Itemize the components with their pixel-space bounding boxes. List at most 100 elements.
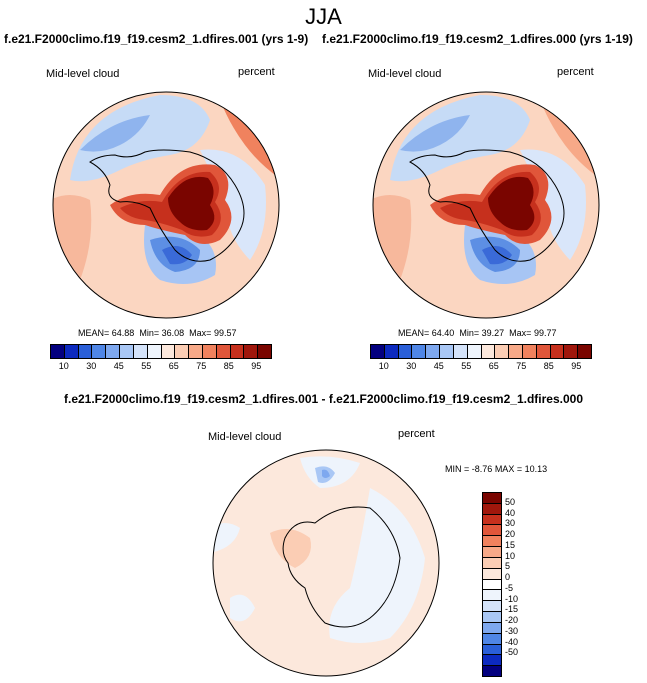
colorbar-tick-label: 10 [505,550,516,561]
colorbar-tick-label: 55 [141,361,152,371]
max-label-left: Max= [189,328,212,338]
colorbar-swatch [481,345,496,358]
colorbar-swatch [536,345,551,358]
mean-label-left: MEAN= [78,328,110,338]
difference-title: f.e21.F2000climo.f19_f19.cesm2_1.dfires.… [64,392,583,406]
colorbar-swatch [398,345,413,358]
colorbar-swatch [92,345,107,358]
colorbar-difference [482,492,502,677]
colorbar-tick-label: 0 [505,572,511,583]
units-label-right: percent [557,66,594,78]
colorbar-swatch [483,590,501,602]
colorbar-tick-label: 75 [516,361,527,371]
colorbar-swatch [483,601,501,613]
colorbar-tick-label: 40 [505,507,516,518]
colorbar-tick-label: 95 [571,361,582,371]
colorbar-tick-label: 5 [505,561,511,572]
colorbar-tick-label: 30 [86,361,97,371]
colorbar-tick-label: 50 [505,496,516,507]
colorbar-swatch [64,345,79,358]
colorbar-tick-label: 95 [251,361,262,371]
colorbar-swatch [384,345,399,358]
colorbar-swatch [467,345,482,358]
colorbar-tick-label: -10 [505,593,519,604]
colorbar-swatch [483,525,501,537]
stats-right: MEAN= 64.40 Min= 39.27 Max= 99.77 [398,328,556,338]
variable-label-right: Mid-level cloud [368,68,442,80]
min-value-diff: -8.76 [471,464,493,474]
colorbar-tick-label: 15 [505,539,516,550]
case-title-right: f.e21.F2000climo.f19_f19.cesm2_1.dfires.… [322,32,633,46]
polar-map-difference [212,449,440,677]
season-title: JJA [305,4,342,29]
min-label-right: Min= [459,328,480,338]
colorbar-swatch [483,568,501,580]
colorbar-swatch [244,345,259,358]
colorbar-swatch [509,345,523,358]
mean-value-right: 64.40 [431,328,455,338]
case-title-left: f.e21.F2000climo.f19_f19.cesm2_1.dfires.… [4,32,309,46]
colorbar-tick-label: 45 [113,361,124,371]
mean-label-right: MEAN= [398,328,430,338]
units-label-left: percent [238,66,275,78]
units-label-diff: percent [398,428,435,440]
colorbar-swatch [483,666,501,677]
colorbar-swatch [483,644,501,656]
polar-map-right [372,91,600,319]
colorbar-tick-label: 45 [433,361,444,371]
colorbar-swatch [483,493,501,504]
colorbar-tick-label: 65 [168,361,179,371]
colorbar-swatch [483,622,501,634]
colorbar-tick-label: -5 [505,582,514,593]
colorbar-swatch [483,514,501,526]
variable-label-diff: Mid-level cloud [208,431,282,443]
colorbar-swatch [216,345,231,358]
colorbar-tick-label: 55 [461,361,472,371]
colorbar-swatch [578,345,591,358]
mean-value-left: 64.88 [111,328,135,338]
colorbar-swatch [483,579,501,591]
colorbar-swatch [564,345,579,358]
colorbar-tick-label: -20 [505,615,519,626]
colorbar-swatch [483,612,501,623]
colorbar-swatch [412,345,427,358]
min-label-left: Min= [139,328,160,338]
colorbar-swatch [495,345,510,358]
colorbar-swatch [550,345,565,358]
colorbar-tick-label: 20 [505,529,516,540]
colorbar-tick-label: 10 [58,361,69,371]
min-value-left: 36.08 [161,328,185,338]
colorbar-swatch [440,345,454,358]
colorbar-tick-label: 30 [505,518,516,529]
colorbar-tick-label: -15 [505,604,519,615]
colorbar-swatch [483,547,501,558]
colorbar-swatch [453,345,468,358]
max-value-left: 99.57 [213,328,237,338]
colorbar-tick-label: 85 [543,361,554,371]
colorbar-swatch [230,345,245,358]
colorbar-tick-label: 75 [196,361,207,371]
min-label-diff: MIN = [445,464,470,474]
colorbar-swatch [189,345,203,358]
max-value-right: 99.77 [533,328,557,338]
colorbar-swatch [78,345,93,358]
colorbar-tick-label: 30 [406,361,417,371]
colorbar-right [370,344,592,359]
colorbar-swatch [133,345,148,358]
colorbar-tick-label: 65 [488,361,499,371]
max-value-diff: 10.13 [524,464,548,474]
colorbar-left [50,344,272,359]
colorbar-swatch [483,655,501,667]
colorbar-swatch [371,345,385,358]
colorbar-tick-label: -40 [505,636,519,647]
colorbar-swatch [426,345,441,358]
colorbar-swatch [147,345,162,358]
max-label-diff: MAX = [494,464,523,474]
colorbar-swatch [258,345,271,358]
colorbar-swatch [51,345,65,358]
colorbar-swatch [483,503,501,515]
colorbar-swatch [483,633,501,645]
colorbar-swatch [483,536,501,548]
colorbar-tick-label: 85 [223,361,234,371]
colorbar-swatch [483,557,501,569]
